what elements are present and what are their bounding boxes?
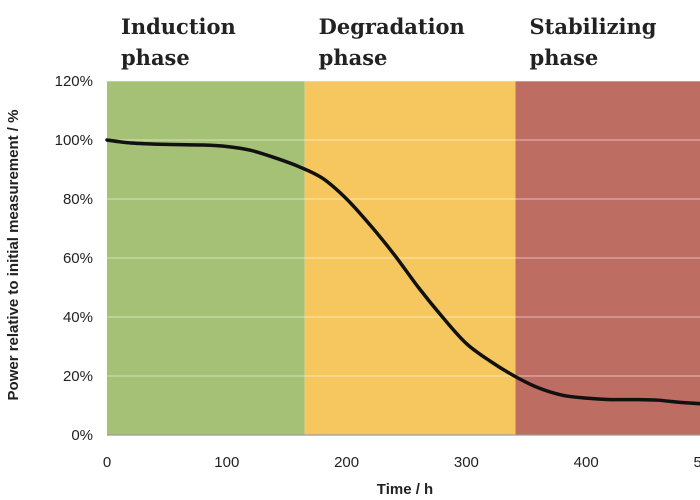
y-axis-ticks: 0% 20% 40% 60% 80% 100% 120%: [55, 73, 93, 444]
y-tick-label: 40%: [63, 309, 93, 326]
y-tick-label: 120%: [55, 73, 93, 90]
series-line-1: [105, 138, 700, 406]
y-tick-label: 100%: [55, 132, 93, 149]
x-tick-label: 500: [693, 454, 700, 471]
x-tick-label: 400: [574, 454, 599, 471]
x-axis-title: Time / h: [377, 481, 433, 498]
x-axis-ticks: 0 100 200 300 400 500: [103, 454, 700, 471]
y-tick-label: 80%: [63, 191, 93, 208]
grid-lines: [107, 80, 700, 436]
phase-label-3: Stabilizing phase: [530, 14, 657, 70]
phase-label-2: Degradation phase: [319, 14, 465, 70]
y-axis-title: Power relative to initial measurement / …: [5, 110, 22, 401]
y-tick-label: 60%: [63, 250, 93, 267]
series-layer: [105, 138, 700, 406]
x-tick-label: 200: [334, 454, 359, 471]
y-tick-label: 20%: [63, 368, 93, 385]
y-tick-label: 0%: [71, 427, 93, 444]
phase-labels: Induction phase Degradation phase Stabilizin…: [121, 14, 657, 70]
x-tick-label: 100: [214, 454, 239, 471]
phase-label-1: Induction phase: [121, 14, 236, 70]
x-tick-label: 300: [454, 454, 479, 471]
x-tick-label: 0: [103, 454, 111, 471]
